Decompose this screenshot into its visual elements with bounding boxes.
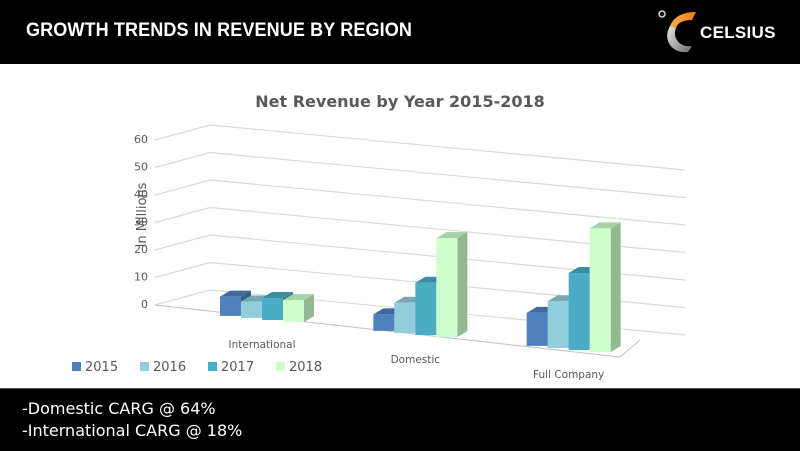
chart-title: Net Revenue by Year 2015-2018 xyxy=(255,92,545,111)
bar-full-company-2017 xyxy=(568,273,590,351)
legend-swatch xyxy=(208,362,217,371)
bar-domestic-2015 xyxy=(373,314,395,331)
slide-title: GROWTH TRENDS IN REVENUE BY REGION xyxy=(26,20,412,41)
legend-swatch xyxy=(140,362,149,371)
bar-top xyxy=(220,290,251,297)
footer-note-international: -International CARG @ 18% xyxy=(22,421,243,440)
bar-top xyxy=(589,222,621,229)
degree-icon xyxy=(658,10,666,18)
legend-label: 2015 xyxy=(85,360,118,375)
footer-note-domestic: -Domestic CARG @ 64% xyxy=(22,399,216,418)
bar-international-2015 xyxy=(220,296,241,316)
y-tick-label: 40 xyxy=(134,188,148,201)
bar-full-company-2018 xyxy=(589,228,611,353)
legend-swatch xyxy=(276,362,285,371)
x-category-label: Domestic xyxy=(391,354,441,366)
bar-international-2017 xyxy=(262,298,283,321)
logo-c-bottom xyxy=(667,26,692,53)
y-tick-label: 30 xyxy=(134,216,148,229)
celsius-logo: CELSIUS xyxy=(658,10,776,53)
logo-wordmark: CELSIUS xyxy=(700,23,776,42)
y-tick-label: 10 xyxy=(134,271,148,284)
bar-domestic-2017 xyxy=(415,282,437,336)
bar-side xyxy=(610,222,621,353)
legend-swatch xyxy=(72,362,81,371)
y-tick-label: 0 xyxy=(141,298,148,311)
legend-label: 2017 xyxy=(221,360,254,375)
gridline xyxy=(154,234,686,281)
bar-side xyxy=(457,232,468,338)
bar-international-2018 xyxy=(283,300,304,323)
bar-top xyxy=(262,292,293,299)
gridline xyxy=(154,151,686,199)
y-axis-label: In Millions xyxy=(135,182,150,247)
gridline xyxy=(154,124,686,171)
x-category-label: Full Company xyxy=(533,369,604,381)
slide-header: GROWTH TRENDS IN REVENUE BY REGION xyxy=(0,0,800,64)
y-tick-label: 60 xyxy=(134,133,148,146)
gridline xyxy=(154,179,686,226)
legend-label: 2016 xyxy=(153,360,186,375)
bar-side xyxy=(304,294,314,323)
x-category-label: International xyxy=(228,339,295,351)
bar-domestic-2016 xyxy=(394,302,416,333)
bar-domestic-2018 xyxy=(436,238,458,338)
gridline xyxy=(154,261,686,309)
bar-top xyxy=(436,232,468,239)
y-tick-label: 20 xyxy=(134,243,148,256)
gridline xyxy=(154,206,686,254)
bar-full-company-2016 xyxy=(547,301,569,348)
logo-c-top xyxy=(670,12,696,28)
slide-footer: -Domestic CARG @ 64% -International CARG… xyxy=(0,388,800,451)
bar-top xyxy=(283,294,314,301)
floor-edge xyxy=(154,304,641,358)
y-tick-label: 50 xyxy=(134,161,148,174)
bar-international-2016 xyxy=(241,301,262,318)
bar-full-company-2015 xyxy=(526,312,548,346)
legend-label: 2018 xyxy=(289,360,322,375)
